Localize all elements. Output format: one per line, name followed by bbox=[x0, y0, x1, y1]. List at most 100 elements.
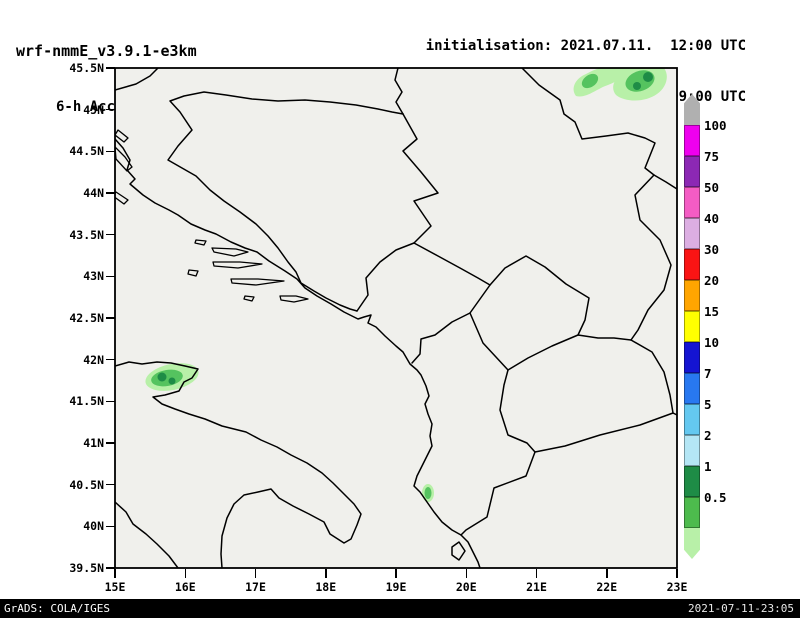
border-danube-romania-bulgaria bbox=[653, 174, 677, 190]
lon-tick-label: 20E bbox=[455, 580, 477, 594]
creation-timestamp: 2021-07-11-23:05 bbox=[688, 602, 794, 615]
colorbar-label: 15 bbox=[704, 304, 720, 319]
plot-frame bbox=[114, 67, 678, 569]
colorbar-segment bbox=[684, 497, 700, 528]
lon-tick-label: 16E bbox=[174, 580, 196, 594]
colorbar-segment bbox=[684, 218, 700, 249]
colorbar-label: 7 bbox=[704, 366, 712, 381]
lat-tick-label: 39.5N bbox=[69, 561, 104, 575]
colorbar-label: 50 bbox=[704, 180, 720, 195]
lon-tick-mark bbox=[254, 569, 257, 578]
lat-tick-label: 43.5N bbox=[69, 227, 104, 242]
border-bosnia-montenegro bbox=[356, 242, 415, 312]
colorbar-label: 10 bbox=[704, 335, 720, 350]
lat-tick-mark bbox=[106, 567, 115, 569]
lon-tick-label: 15E bbox=[104, 580, 126, 594]
colorbar-segment bbox=[684, 187, 700, 218]
colorbar-segment bbox=[684, 435, 700, 466]
border-montenegro-albania bbox=[411, 312, 471, 364]
colorbar-segment bbox=[684, 280, 700, 311]
lat-tick-mark bbox=[106, 317, 115, 319]
precip-area-dark bbox=[157, 72, 653, 385]
border-montenegro-serbia bbox=[413, 242, 491, 286]
lat-tick-mark bbox=[106, 483, 115, 486]
lon-tick-mark bbox=[184, 569, 186, 578]
lon-tick-mark bbox=[325, 569, 327, 578]
island-corfu bbox=[451, 541, 466, 561]
colorbar-segment bbox=[684, 311, 700, 342]
lon-tick-label: 23E bbox=[666, 580, 688, 594]
colorbar-label: 30 bbox=[704, 242, 720, 257]
lat-tick-mark bbox=[106, 525, 115, 528]
lat-tick-label: 41N bbox=[83, 436, 104, 450]
colorbar-label: 20 bbox=[704, 273, 720, 288]
colorbar-segment bbox=[684, 156, 700, 187]
coastline-italy-tyrrhenian bbox=[115, 501, 179, 568]
colorbar-segment bbox=[684, 404, 700, 435]
border-serbia-romania-bulgaria bbox=[521, 68, 672, 341]
colorbar-segment bbox=[684, 528, 700, 559]
lat-tick-label: 45N bbox=[83, 102, 104, 117]
lon-tick-label: 18E bbox=[315, 580, 337, 594]
colorbar-segment bbox=[684, 342, 700, 373]
lat-tick-label: 42.5N bbox=[69, 311, 104, 325]
lat-tick-label: 44.5N bbox=[69, 144, 104, 159]
lat-tick-mark bbox=[106, 67, 115, 69]
init-time-label: initialisation: 2021.07.11. 12:00 UTC bbox=[425, 38, 746, 54]
colorbar-segment bbox=[684, 125, 700, 156]
colorbar-label: 2 bbox=[704, 428, 712, 443]
lat-tick-mark bbox=[106, 442, 115, 444]
colorbar-label: 1 bbox=[704, 459, 712, 474]
lat-tick-mark bbox=[106, 275, 115, 278]
lat-tick-label: 40.5N bbox=[69, 477, 104, 492]
lat-tick-mark bbox=[106, 233, 115, 236]
lon-tick-mark bbox=[114, 569, 116, 578]
border-macedonia-bulgaria-greece bbox=[499, 339, 674, 453]
lat-tick-mark bbox=[106, 400, 115, 403]
colorbar-label: 5 bbox=[704, 397, 712, 412]
footer-bar: GrADS: COLA/IGES 2021-07-11-23:05 bbox=[0, 599, 800, 618]
lat-tick-label: 41.5N bbox=[69, 394, 104, 409]
colorbar-label: 0.5 bbox=[704, 490, 727, 505]
border-croatia-bosnia bbox=[167, 91, 404, 312]
border-albania-greece bbox=[460, 451, 536, 536]
colorbar-segment bbox=[684, 373, 700, 404]
border-slovenia-croatia bbox=[115, 68, 159, 91]
coastline-east-adriatic bbox=[115, 138, 481, 568]
border-kosovo bbox=[469, 255, 590, 371]
lon-tick-label: 22E bbox=[596, 580, 618, 594]
colorbar-label: 40 bbox=[704, 211, 720, 226]
lon-tick-mark bbox=[535, 569, 538, 578]
lat-tick-label: 40N bbox=[83, 519, 104, 534]
border-croatia-serbia-danube bbox=[394, 68, 404, 115]
lat-tick-mark bbox=[106, 108, 115, 111]
lat-tick-mark bbox=[106, 150, 115, 153]
lon-tick-label: 21E bbox=[526, 580, 547, 594]
lat-tick-label: 44N bbox=[83, 186, 104, 200]
lon-tick-mark bbox=[676, 569, 678, 578]
lon-tick-mark bbox=[395, 569, 397, 578]
colorbar-label: 100 bbox=[704, 118, 727, 133]
lat-tick-label: 42N bbox=[83, 352, 104, 367]
lat-tick-label: 45.5N bbox=[69, 61, 104, 75]
coastlines-and-borders bbox=[115, 68, 677, 568]
colorbar-segment bbox=[684, 249, 700, 280]
croatian-islands bbox=[115, 129, 309, 303]
lon-tick-mark bbox=[606, 569, 608, 578]
grads-credit: GrADS: COLA/IGES bbox=[4, 602, 110, 615]
colorbar-label: 75 bbox=[704, 149, 720, 164]
lat-tick-mark bbox=[106, 358, 115, 361]
lat-tick-mark bbox=[106, 192, 115, 194]
map-background bbox=[115, 68, 677, 568]
lon-tick-mark bbox=[465, 569, 467, 578]
lon-tick-label: 17E bbox=[245, 580, 266, 594]
border-serbia-macedonia bbox=[577, 334, 632, 341]
lat-tick-label: 43N bbox=[83, 269, 104, 284]
coastline-italy-adriatic bbox=[115, 361, 362, 568]
lon-tick-label: 19E bbox=[385, 580, 407, 594]
border-bosnia-serbia-drina bbox=[402, 113, 439, 244]
colorbar-segment bbox=[684, 466, 700, 497]
colorbar-segment bbox=[684, 94, 700, 125]
